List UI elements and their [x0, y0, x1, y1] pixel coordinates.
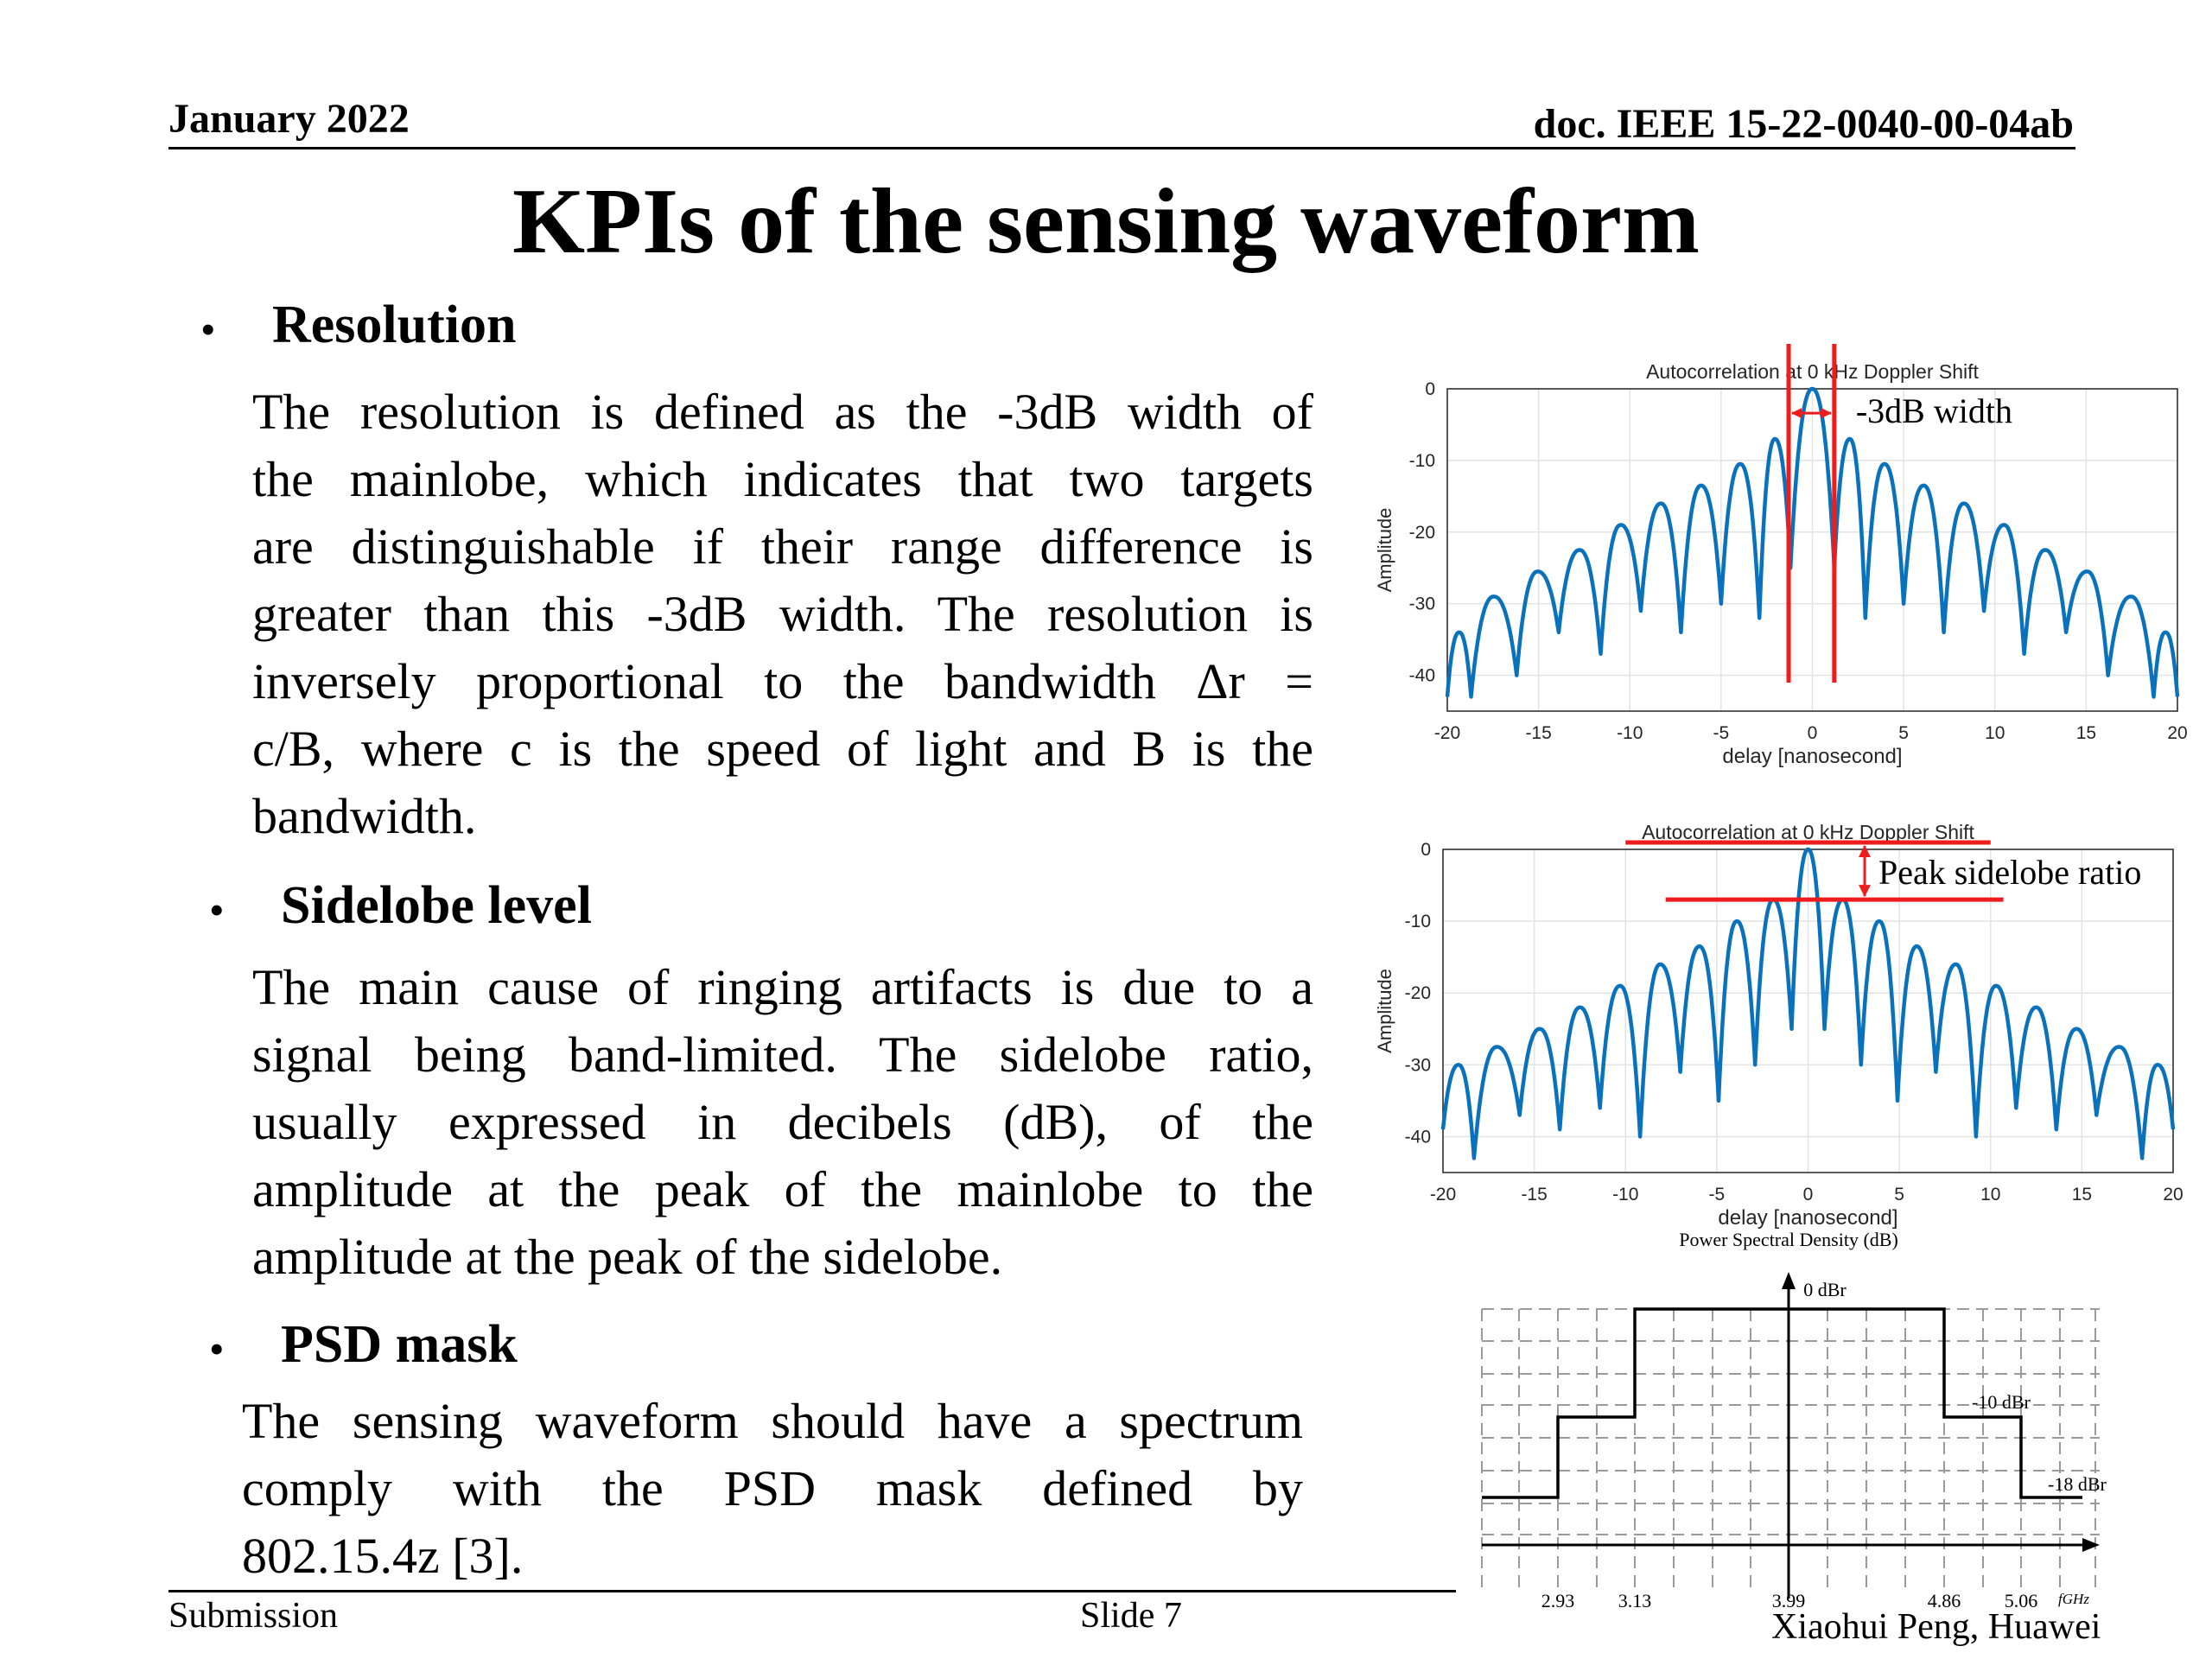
arrowhead-down — [1858, 885, 1871, 898]
footer-author: Xiaohui Peng, Huawei — [1771, 1607, 2101, 1647]
sidelobe-paragraph: The main cause of ringing artifacts is d… — [252, 954, 1313, 1291]
x-tick-label: 20 — [2163, 1185, 2183, 1205]
resolution-line: bandwidth. — [252, 788, 477, 844]
x-tick-label: 10 — [1985, 723, 2005, 743]
arrowhead-up — [1858, 845, 1871, 857]
chart-title: Autocorrelation at 0 kHz Doppler Shift — [1642, 821, 1974, 843]
y-axis-arrowhead — [1782, 1272, 1796, 1289]
header-divider — [168, 147, 2075, 149]
y-tick-label: -20 — [1409, 523, 1435, 543]
section-heading-resolution: Resolution — [272, 296, 517, 354]
bullet-marker: • — [209, 886, 225, 934]
x-tick-label: 15 — [2072, 1185, 2092, 1205]
peak-sidelobe-ratio-label: Peak sidelobe ratio — [1878, 853, 2141, 892]
arrowhead-right — [1821, 408, 1832, 419]
sidelobe-line: amplitude at the peak of the sidelobe. — [252, 1229, 1003, 1285]
x-tick-label: -20 — [1430, 1185, 1456, 1205]
resolution-paragraph: The resolution is defined as the -3dB wi… — [252, 378, 1313, 850]
y-tick-label: -30 — [1405, 1055, 1431, 1075]
footer-submission: Submission — [168, 1596, 339, 1636]
x-tick-label: -15 — [1521, 1185, 1547, 1205]
resolution-line: inversely proportional to the bandwidth … — [252, 653, 1313, 709]
x-tick-label: 0 — [1808, 723, 1818, 743]
chart-title: Power Spectral Density (dB) — [1679, 1229, 1898, 1250]
resolution-line: greater than this -3dB width. The resolu… — [252, 586, 1313, 642]
header-doc-id: doc. IEEE 15-22-0040-00-04ab — [1533, 101, 2074, 147]
resolution-line: c/B, where c is the speed of light and B… — [252, 721, 1313, 777]
resolution-line: the mainlobe, which indicates that two t… — [252, 451, 1313, 507]
y-tick-label: 0 — [1421, 840, 1431, 860]
y-tick-label: -10 — [1405, 912, 1431, 931]
y-axis-label: Amplitude — [1374, 508, 1395, 593]
sidelobe-line: The main cause of ringing artifacts is d… — [252, 959, 1313, 1015]
section-heading-sidelobe: Sidelobe level — [281, 876, 592, 935]
psd-mask-chart: Power Spectral Density (dB) 0 dBr -10 dBr -… — [1481, 1229, 2107, 1607]
y-tick-label: -40 — [1409, 666, 1435, 686]
x-axis-label: delay [nanosecond] — [1718, 1206, 1897, 1230]
sidelobe-line: amplitude at the peak of the mainlobe to… — [252, 1161, 1313, 1217]
level-label: -10 dBr — [1972, 1391, 2031, 1413]
x-axis-label: fGHz — [2058, 1591, 2089, 1607]
autocorrelation-chart-resolution: -20 -15 -10 -5 0 5 10 15 20 0 -10 -20 -30 -40 Autocorr… — [1374, 344, 2188, 768]
level-label: -18 dBr — [2048, 1473, 2107, 1495]
x-tick-label: 15 — [2076, 723, 2096, 743]
psd-paragraph: The sensing waveform should have a spect… — [242, 1388, 1303, 1590]
sidelobe-line: signal being band-limited. The sidelobe … — [252, 1027, 1313, 1083]
x-tick-label: 5 — [1898, 723, 1909, 743]
y-tick-label: -20 — [1405, 983, 1431, 1003]
bullet-marker: • — [209, 1325, 225, 1373]
x-tick-label: 5.06 — [2005, 1590, 2038, 1607]
x-axis-arrowhead — [2082, 1538, 2100, 1552]
arrowhead-left — [1791, 408, 1802, 419]
psd-line: 802.15.4z [3]. — [242, 1528, 524, 1584]
autocorrelation-chart-sidelobe: -20 -15 -10 -5 0 5 10 15 20 0 -10 -20 -30 -40 Autocorr… — [1374, 821, 2183, 1230]
x-tick-label: 3.13 — [1618, 1590, 1652, 1607]
footer-divider — [168, 1590, 1456, 1592]
y-tick-label: -10 — [1409, 451, 1435, 471]
y-tick-label: 0 — [1425, 379, 1435, 399]
level-label: 0 dBr — [1803, 1279, 1847, 1300]
x-tick-label: -20 — [1434, 723, 1460, 743]
resolution-line: are distinguishable if their range diffe… — [252, 518, 1313, 575]
slide-title: KPIs of the sensing waveform — [512, 170, 1700, 273]
y-tick-label: -30 — [1409, 594, 1435, 614]
chart-title: Autocorrelation at 0 kHz Doppler Shift — [1646, 360, 1979, 383]
bullet-marker: • — [200, 305, 216, 353]
footer-slide-number: Slide 7 — [1080, 1596, 1182, 1636]
x-tick-label: 5 — [1894, 1185, 1904, 1205]
x-tick-label: 4.86 — [1928, 1590, 1961, 1607]
psd-line: The sensing waveform should have a spect… — [242, 1393, 1303, 1449]
resolution-line: The resolution is defined as the -3dB wi… — [252, 384, 1313, 440]
x-tick-label: 3.99 — [1772, 1590, 1806, 1607]
x-tick-label: 10 — [1980, 1185, 2000, 1205]
x-tick-label: 2.93 — [1541, 1590, 1575, 1607]
minus-3db-width-label: -3dB width — [1856, 391, 2012, 430]
y-axis-label: Amplitude — [1374, 969, 1395, 1053]
x-tick-label: -10 — [1612, 1185, 1638, 1205]
x-tick-label: -5 — [1713, 723, 1730, 743]
autocorrelation-curve — [1445, 386, 2180, 699]
sidelobe-line: usually expressed in decibels (dB), of t… — [252, 1094, 1313, 1150]
x-axis-label: delay [nanosecond] — [1722, 745, 1902, 768]
x-tick-label: 0 — [1803, 1185, 1814, 1205]
psd-line: comply with the PSD mask defined by — [242, 1460, 1303, 1516]
autocorrelation-curve — [1440, 847, 2176, 1160]
x-tick-label: -15 — [1525, 723, 1551, 743]
x-tick-label: -5 — [1709, 1185, 1726, 1205]
y-tick-label: -40 — [1405, 1127, 1431, 1147]
x-tick-label: -10 — [1617, 723, 1643, 743]
section-heading-psd-mask: PSD mask — [281, 1315, 518, 1374]
header-date: January 2022 — [168, 96, 410, 142]
psd-mask-line — [1482, 1307, 2082, 1499]
x-tick-label: 20 — [2167, 723, 2187, 743]
